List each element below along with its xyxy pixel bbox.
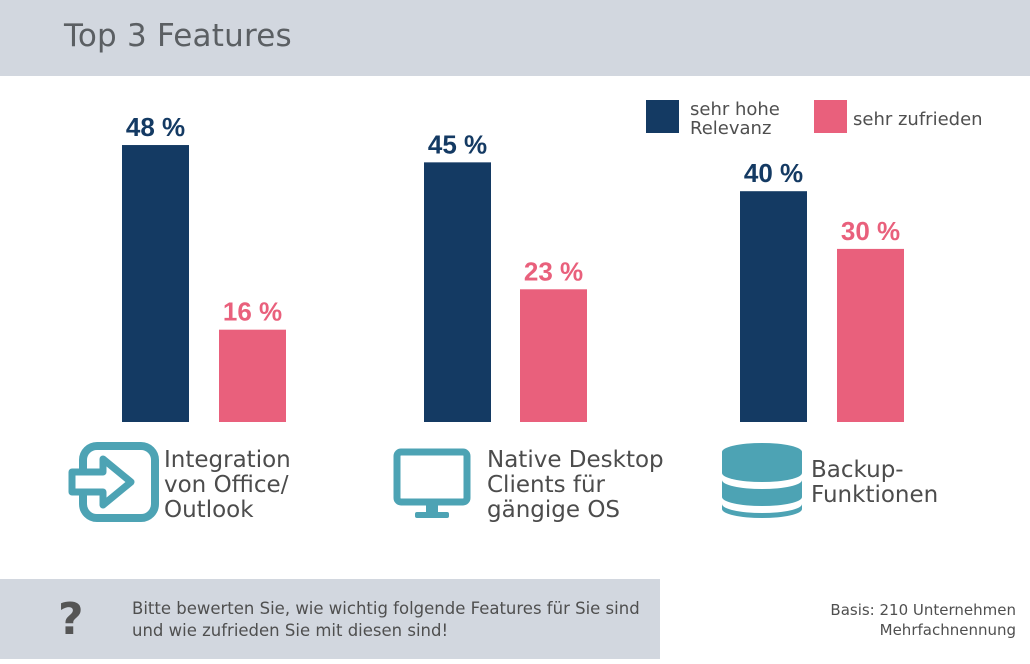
monitor-icon (393, 448, 471, 518)
legend-label-0-1: Relevanz (690, 118, 771, 139)
category-label-1-line-2: gängige OS (487, 497, 620, 523)
footer-basis: Basis: 210 Unternehmen Mehrfachnennung (830, 600, 1016, 640)
header-bar: Top 3 Features (0, 0, 1030, 76)
legend-swatch-0 (646, 100, 679, 133)
question-mark-icon: ? (58, 594, 84, 645)
multiple-answers-note: Mehrfachnennung (879, 621, 1016, 639)
basis-text: Basis: 210 Unternehmen (830, 601, 1016, 619)
database-icon (722, 443, 802, 518)
category-label-0-line-2: Outlook (164, 497, 254, 523)
footer-question-box (0, 579, 660, 659)
value-label-relevance-1: 45 % (428, 129, 487, 159)
value-label-satisfaction-2: 30 % (841, 216, 900, 246)
bar-satisfaction-2 (837, 248, 904, 422)
category-label-1-line-1: Clients für (487, 472, 606, 498)
value-label-satisfaction-0: 16 % (223, 297, 282, 327)
bar-relevance-2 (740, 191, 807, 422)
bar-relevance-0 (122, 145, 189, 423)
legend-label-0-0: sehr hohe (690, 99, 780, 120)
sign-in-icon (68, 442, 159, 522)
survey-question-text: Bitte bewerten Sie, wie wichtig folgende… (132, 599, 640, 640)
value-label-relevance-2: 40 % (744, 158, 803, 188)
bar-satisfaction-0 (219, 329, 286, 422)
legend-label-1-0: sehr zufrieden (853, 109, 983, 130)
legend-swatch-1 (814, 100, 847, 133)
bars-layer (122, 145, 904, 423)
bar-relevance-1 (424, 162, 491, 422)
category-label-0-line-1: von Office/ (164, 472, 289, 498)
category-label-2-line-1: Funktionen (811, 482, 938, 508)
category-label-1-line-0: Native Desktop (487, 447, 664, 473)
value-label-satisfaction-1: 23 % (524, 256, 583, 286)
chart-title: Top 3 Features (64, 18, 292, 54)
value-labels-layer: 48 % 45 % 40 % 16 % 23 % 30 % (126, 112, 900, 327)
category-label-0-line-0: Integration (164, 447, 291, 473)
value-label-relevance-0: 48 % (126, 112, 185, 142)
bar-satisfaction-1 (520, 289, 587, 422)
category-label-2-line-0: Backup- (811, 457, 904, 483)
